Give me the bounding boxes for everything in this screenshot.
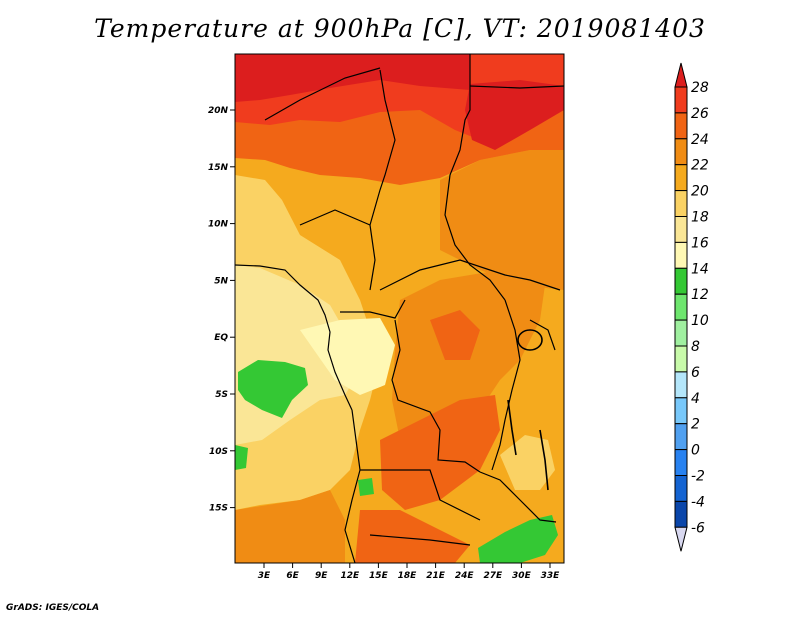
colorbar-swatch (674, 138, 688, 166)
field-22-24-north-east (440, 140, 564, 290)
colorbar-swatch (674, 112, 688, 140)
lon-tick-label: 30E (512, 571, 532, 581)
colorbar-label: 20 (691, 184, 709, 200)
colorbar-swatch (674, 371, 688, 399)
lat-tick-label: 15S (209, 504, 228, 514)
lon-tick-label: 9E (315, 571, 328, 581)
colorbar-label: 8 (691, 339, 700, 355)
colorbar-label: 10 (691, 313, 709, 329)
colorbar-swatch (674, 345, 688, 373)
field-18-20-lakes (500, 435, 555, 490)
longitude-axis: 3E 6E 9E 12E 15E 18E 21E 24E 27E 30E 33E (258, 563, 560, 581)
lon-tick-label: 6E (286, 571, 299, 581)
field-14-16-coast (235, 445, 248, 470)
colorbar-swatch (674, 216, 688, 243)
lake-tanganyika (507, 399, 517, 456)
lon-tick-label: 24E (455, 571, 475, 581)
lat-tick-label: 15N (208, 163, 229, 173)
lat-tick-label: 5S (215, 390, 228, 400)
colorbar-label: 18 (691, 210, 709, 226)
colorbar-label: 4 (691, 391, 700, 407)
lon-tick-label: 15E (369, 571, 389, 581)
temperature-field (235, 54, 564, 563)
colorbar-label: -2 (691, 469, 705, 485)
lat-tick-label: 5N (214, 276, 228, 286)
field-14-16-southeast (478, 515, 558, 563)
field-14-16-angola (358, 478, 374, 496)
colorbar-top-arrow (674, 62, 688, 88)
colorbar-label: 16 (691, 235, 709, 251)
colorbar-label: 2 (691, 417, 700, 433)
border-sahara-west (264, 67, 381, 121)
colorbar-bottom-arrow (674, 526, 688, 552)
field-24-26-south (380, 395, 500, 510)
lon-tick-label: 18E (398, 571, 418, 581)
border-nigeria-cameroon (299, 209, 371, 226)
lakes (507, 329, 549, 491)
field-24-26-center (430, 310, 480, 360)
colorbar-swatch (674, 500, 688, 528)
field-28-plus-east (465, 80, 564, 150)
field-14-16-gabon (238, 360, 308, 418)
colorbar-label: 28 (691, 80, 709, 96)
lat-tick-label: 20N (208, 106, 229, 116)
border-drc-angola (391, 319, 481, 473)
colorbar-swatch (674, 190, 688, 218)
border-chad-sudan (444, 54, 506, 301)
coastline-west (235, 264, 353, 411)
lon-tick-label: 3E (258, 571, 271, 581)
latitude-axis: 20N 15N 10N 5N EQ 5S 10S 15S (208, 106, 235, 514)
colorbar-label: 26 (691, 106, 709, 122)
field-22-24-southwest (235, 490, 345, 563)
field-28-plus-west (235, 54, 470, 102)
border-zambia-south (479, 471, 557, 523)
colorbar-swatch (674, 164, 688, 192)
lon-tick-label: 33E (541, 571, 561, 581)
border-angola-zambia (360, 469, 481, 521)
colorbar-label: -6 (691, 520, 705, 536)
map-frame (234, 53, 565, 564)
grads-credit: GrADS: IGES/COLA (6, 603, 100, 613)
lon-tick-label: 12E (340, 571, 360, 581)
colorbar-swatch (674, 423, 688, 451)
coastline-southwest (344, 409, 361, 563)
lon-tick-label: 21E (426, 571, 446, 581)
border-niger-chad (369, 69, 396, 291)
colorbar-label: 24 (691, 132, 709, 148)
lat-tick-label: 10N (208, 220, 229, 230)
border-gabon-congo (340, 299, 406, 319)
colorbar-swatch (674, 397, 688, 425)
colorbar-swatch (674, 475, 688, 502)
map-title: Temperature at 900hPa [C], VT: 201908140… (94, 14, 706, 43)
border-uganda-kenya (529, 319, 556, 351)
lake-malawi (539, 429, 549, 491)
border-egypt-sudan (469, 85, 564, 89)
lon-tick-label: 27E (483, 571, 503, 581)
field-16-18-congo (300, 318, 395, 395)
colorbar-swatch (674, 241, 688, 269)
colorbar-label: 0 (691, 443, 700, 459)
colorbar-label: 12 (691, 287, 709, 303)
colorbar-swatch (674, 319, 688, 347)
border-drc-east (491, 299, 521, 471)
colorbar-swatch (674, 449, 688, 477)
field-24-26-southern (355, 510, 470, 563)
country-borders (235, 54, 564, 563)
border-car-south-sudan (379, 259, 561, 291)
colorbar-swatch (674, 293, 688, 321)
colorbar-label: -4 (691, 494, 705, 510)
lat-tick-label: EQ (214, 333, 228, 343)
colorbar-swatch (674, 86, 688, 114)
lake-victoria (517, 329, 543, 351)
colorbar-swatch (674, 267, 688, 295)
colorbar-label: 6 (691, 365, 700, 381)
lat-tick-label: 10S (209, 447, 228, 457)
border-namibia (369, 534, 471, 546)
colorbar-label: 22 (691, 158, 709, 174)
colorbar-label: 14 (691, 261, 709, 277)
